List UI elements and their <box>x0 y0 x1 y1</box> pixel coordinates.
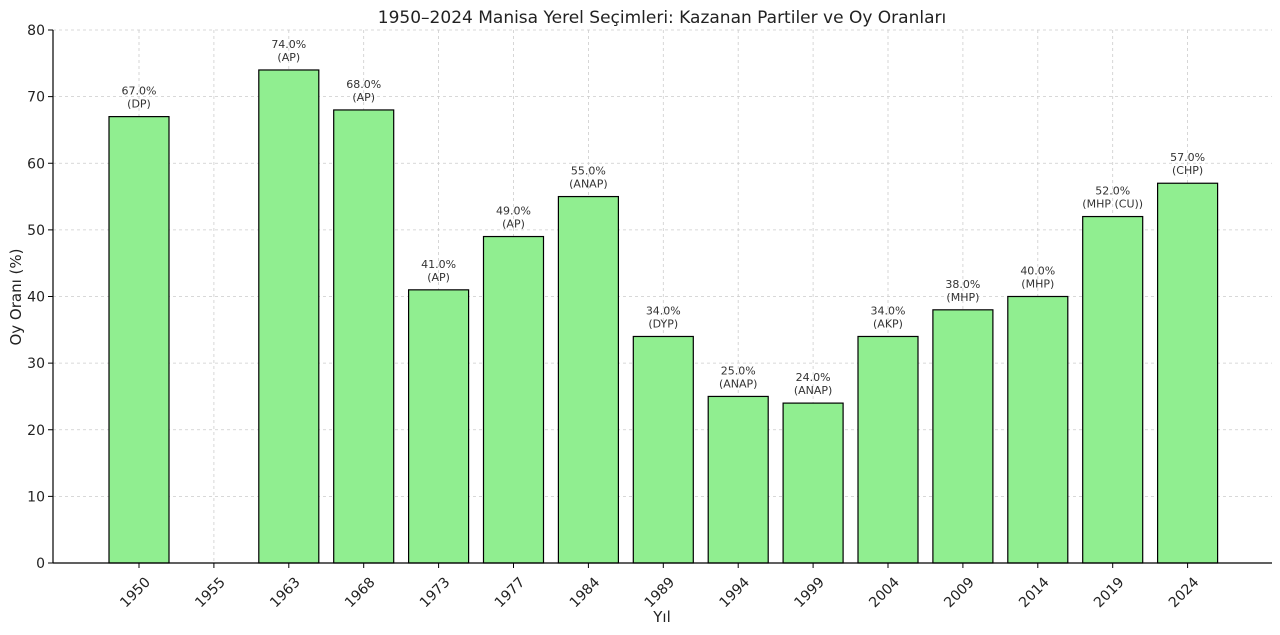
bar-party-label: (DP) <box>127 98 151 111</box>
bar-party-label: (AP) <box>427 271 450 284</box>
x-tick-label: 1968 <box>342 575 379 612</box>
y-axis-ticks: 0 10 20 30 40 50 60 70 80 <box>27 23 53 572</box>
bar-labels: 67.0%(DP)74.0%(AP)68.0%(AP)41.0%(AP)49.0… <box>122 38 1206 397</box>
bar-value-label: 24.0% <box>796 371 831 384</box>
bar-value-label: 52.0% <box>1095 185 1130 198</box>
bar-value-label: 38.0% <box>945 278 980 291</box>
y-tick-label: 10 <box>27 489 45 505</box>
bar-party-label: (AP) <box>502 218 525 231</box>
bar-party-label: (MHP (CU)) <box>1082 198 1143 211</box>
bar-party-label: (ANAP) <box>719 377 758 390</box>
bars <box>108 69 1219 564</box>
x-tick-label: 2009 <box>941 575 978 612</box>
x-tick-label: 1989 <box>642 575 679 612</box>
bar-value-label: 34.0% <box>871 304 906 317</box>
y-tick-label: 60 <box>27 156 45 172</box>
chart-title: 1950–2024 Manisa Yerel Seçimleri: Kazana… <box>378 8 946 28</box>
bar-value-label: 67.0% <box>122 85 157 98</box>
y-tick-label: 20 <box>27 423 45 439</box>
x-tick-label: 1955 <box>192 575 229 612</box>
x-tick-label: 1973 <box>417 575 454 612</box>
x-tick-label: 1984 <box>567 574 604 611</box>
y-tick-label: 50 <box>27 223 45 239</box>
bar-party-label: (AP) <box>277 51 300 64</box>
bar-1984 <box>557 195 620 564</box>
bar-1950 <box>108 116 170 564</box>
y-tick-label: 30 <box>27 356 45 372</box>
y-axis-label: Oy Oranı (%) <box>7 248 25 345</box>
bar-2004 <box>857 335 919 564</box>
bar-party-label: (AKP) <box>873 317 903 330</box>
x-tick-label: 1999 <box>791 575 828 612</box>
x-tick-label: 1950 <box>117 575 154 612</box>
y-tick-label: 80 <box>27 23 45 39</box>
bar-value-label: 34.0% <box>646 304 681 317</box>
bar-1973 <box>408 289 470 564</box>
x-tick-label: 1963 <box>267 575 304 612</box>
bar-2019 <box>1082 215 1144 564</box>
bar-1968 <box>333 109 395 564</box>
bar-2009 <box>932 309 994 564</box>
x-tick-label: 2004 <box>866 574 903 611</box>
bar-party-label: (MHP) <box>946 291 979 304</box>
x-tick-label: 2024 <box>1166 574 1203 611</box>
x-axis-label: Yıl <box>652 608 671 626</box>
bar-party-label: (AP) <box>352 91 375 104</box>
bar-value-label: 68.0% <box>346 78 381 91</box>
bar-value-label: 41.0% <box>421 258 456 271</box>
bar-value-label: 25.0% <box>721 364 756 377</box>
bar-2014 <box>1007 295 1069 564</box>
y-tick-label: 40 <box>27 290 45 306</box>
bar-1989 <box>632 335 694 564</box>
bar-value-label: 49.0% <box>496 205 531 218</box>
bar-value-label: 40.0% <box>1020 265 1055 278</box>
x-tick-label: 1977 <box>492 575 529 612</box>
bar-value-label: 74.0% <box>271 38 306 51</box>
bar-value-label: 57.0% <box>1170 151 1205 164</box>
bar-party-label: (ANAP) <box>794 384 833 397</box>
x-axis-ticks: 1950 1955 1963 1968 1973 1977 1984 1989 1994 1999… <box>117 563 1202 611</box>
x-tick-label: 2014 <box>1016 574 1053 611</box>
bar-party-label: (MHP) <box>1021 278 1054 291</box>
bar-2024 <box>1156 182 1219 564</box>
x-tick-label: 2019 <box>1091 575 1128 612</box>
bar-1994 <box>707 395 769 564</box>
bar-1963 <box>258 69 320 564</box>
bar-value-label: 55.0% <box>571 165 606 178</box>
y-tick-label: 70 <box>27 90 45 106</box>
bar-1977 <box>482 235 545 564</box>
bar-party-label: (DYP) <box>648 317 678 330</box>
y-tick-label: 0 <box>36 556 45 572</box>
x-tick-label: 1994 <box>717 574 754 611</box>
bar-party-label: (ANAP) <box>569 178 608 191</box>
bar-party-label: (CHP) <box>1172 164 1203 177</box>
bar-1999 <box>782 402 844 564</box>
